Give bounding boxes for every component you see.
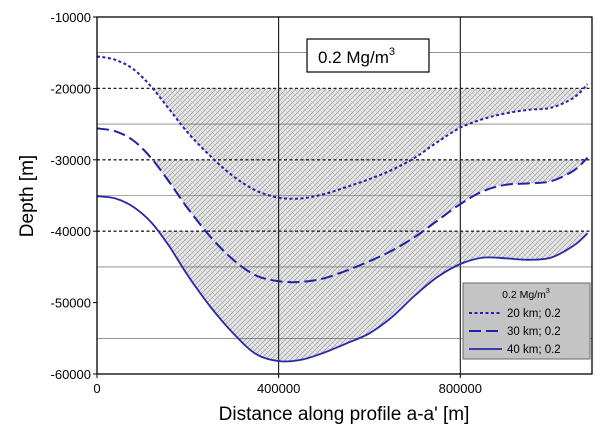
legend-label-30km: 30 km; 0.2	[507, 326, 561, 338]
plot-frame	[96, 16, 593, 375]
annotation-box: 0.2 Mg/m3	[306, 38, 430, 73]
y-tick-label: -20000	[51, 81, 91, 96]
series-line-30km	[97, 127, 589, 284]
x-tick-label: 0	[93, 381, 100, 396]
x-tick-label: 800000	[439, 381, 482, 396]
fill-area-40km	[157, 231, 588, 362]
y-axis-title: Depth [m]	[17, 155, 38, 237]
legend-label-20km: 20 km; 0.2	[507, 308, 561, 320]
reference-level-lines	[97, 87, 592, 232]
series-line-40km	[97, 195, 589, 363]
legend-label-40km: 40 km; 0.2	[507, 344, 561, 356]
legend-title: 0.2 Mg/m	[502, 289, 546, 301]
y-tick-label: -50000	[51, 296, 91, 311]
annotation-text: 0.2 Mg/m	[318, 48, 389, 67]
svg-text:0.2 Mg/m3: 0.2 Mg/m3	[502, 288, 550, 301]
fill-areas	[152, 84, 588, 362]
y-tick-label: -60000	[51, 367, 91, 382]
y-tick-label: -30000	[51, 153, 91, 168]
svg-text:0.2 Mg/m3: 0.2 Mg/m3	[318, 46, 395, 67]
y-tick-label: -10000	[51, 10, 91, 25]
series-line-20km	[97, 55, 589, 200]
annotation-superscript: 3	[389, 46, 395, 58]
x-tick-label: 400000	[257, 381, 300, 396]
x-axis-title: Distance along profile a-a' [m]	[219, 404, 470, 425]
legend: 0.2 Mg/m3 20 km; 0.2 30 km; 0.2 40 km; 0…	[462, 282, 591, 360]
series-curves	[97, 55, 589, 363]
y-tick-label: -40000	[51, 224, 91, 239]
legend-title-superscript: 3	[546, 288, 550, 295]
